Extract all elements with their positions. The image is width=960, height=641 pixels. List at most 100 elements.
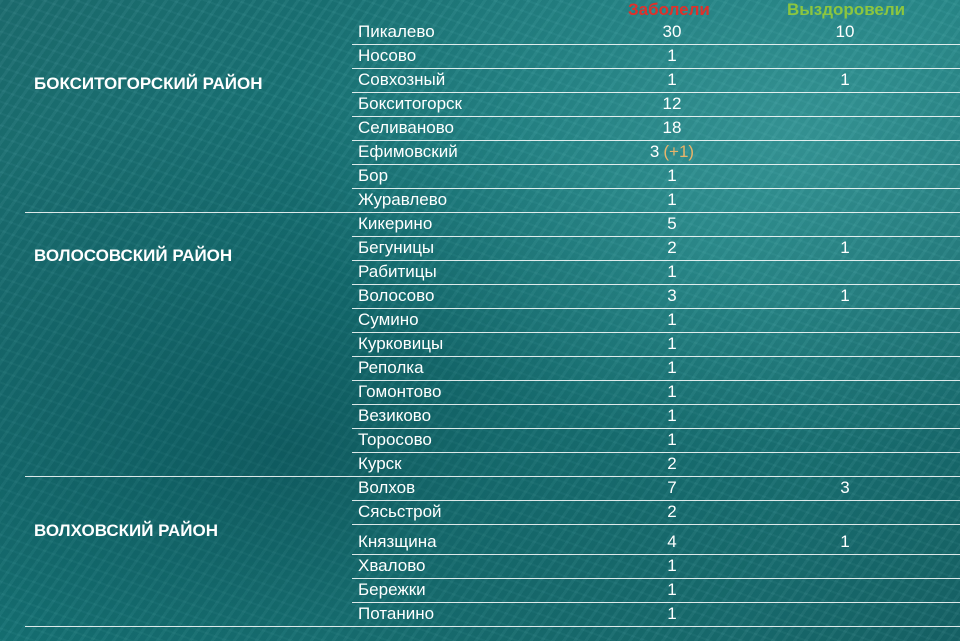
settlement-name: Потанино xyxy=(358,604,435,623)
sick-count-cell: 1 xyxy=(624,262,720,282)
row-separator xyxy=(352,356,960,357)
sick-count: 1 xyxy=(667,310,677,329)
sick-count: 2 xyxy=(667,454,677,473)
settlement-name: Сумино xyxy=(358,310,419,329)
district-separator xyxy=(25,626,960,627)
row-separator xyxy=(352,578,960,579)
sick-count-cell: 1 xyxy=(624,334,720,354)
table-row: Волосово 3 1 xyxy=(352,284,960,308)
settlement-name: Волосово xyxy=(358,286,435,305)
sick-count: 1 xyxy=(667,604,677,623)
sick-count-cell: 1 xyxy=(624,382,720,402)
sick-count: 1 xyxy=(667,556,677,575)
row-separator xyxy=(352,92,960,93)
row-separator xyxy=(352,524,960,525)
district-name: ВОЛОСОВСКИЙ РАЙОН xyxy=(34,246,233,265)
settlement-name: Бережки xyxy=(358,580,426,599)
sick-count-cell: 1 xyxy=(624,166,720,186)
district-name: ВОЛХОВСКИЙ РАЙОН xyxy=(34,521,218,540)
sick-count-cell: 1 xyxy=(624,358,720,378)
row-separator xyxy=(352,116,960,117)
table-row: Сясьстрой 2 xyxy=(352,500,960,524)
row-separator xyxy=(352,554,960,555)
row-separator xyxy=(352,500,960,501)
table-row: Журавлево 1 xyxy=(352,188,960,212)
sick-count: 3 xyxy=(667,286,677,305)
settlement-name: Кикерино xyxy=(358,214,433,233)
row-separator xyxy=(352,284,960,285)
settlement-name: Бокситогорск xyxy=(358,94,462,113)
settlement-name: Бегуницы xyxy=(358,238,435,257)
sick-count: 1 xyxy=(667,70,677,89)
row-separator xyxy=(352,68,960,69)
table-row: Сумино 1 xyxy=(352,308,960,332)
table-row: Хвалово 1 xyxy=(352,554,960,578)
table-row: Торосово 1 xyxy=(352,428,960,452)
sick-count: 3 xyxy=(649,142,660,161)
row-separator xyxy=(352,188,960,189)
row-separator xyxy=(352,602,960,603)
table-row: Ефимовский 3 (+1) xyxy=(352,140,960,164)
sick-count-cell: 4 xyxy=(624,532,720,552)
table-row: Совхозный 1 1 xyxy=(352,68,960,92)
row-separator xyxy=(352,428,960,429)
settlement-name: Рабитицы xyxy=(358,262,437,281)
table-row: Реполка 1 xyxy=(352,356,960,380)
row-separator xyxy=(352,452,960,453)
sick-count: 1 xyxy=(667,430,677,449)
sick-count: 4 xyxy=(667,532,677,551)
table-row: Селиваново 18 xyxy=(352,116,960,140)
sick-count-cell: 1 xyxy=(624,430,720,450)
sick-count-cell: 1 xyxy=(624,580,720,600)
row-separator xyxy=(352,236,960,237)
settlement-name: Торосово xyxy=(358,430,432,449)
sick-count-cell: 1 xyxy=(624,556,720,576)
recovered-count: 1 xyxy=(840,70,850,89)
sick-count-cell: 18 xyxy=(624,118,720,138)
settlement-name: Пикалево xyxy=(358,22,435,41)
row-separator xyxy=(352,308,960,309)
column-header-recovered: Выздоровели xyxy=(787,0,906,19)
sick-count-cell: 1 xyxy=(624,604,720,624)
sick-count-cell: 5 xyxy=(624,214,720,234)
sick-count-cell: 1 xyxy=(624,406,720,426)
settlement-name: Волхов xyxy=(358,478,416,497)
settlement-name: Князщина xyxy=(358,532,437,551)
sick-count: 1 xyxy=(667,382,677,401)
settlement-name: Селиваново xyxy=(358,118,455,137)
settlement-name: Реполка xyxy=(358,358,424,377)
table-row: Гомонтово 1 xyxy=(352,380,960,404)
table-row: Рабитицы 1 xyxy=(352,260,960,284)
table-row: Носово 1 xyxy=(352,44,960,68)
sick-count-cell: 1 xyxy=(624,46,720,66)
row-separator xyxy=(352,380,960,381)
sick-count-cell: 30 xyxy=(624,22,720,42)
row-separator xyxy=(352,404,960,405)
settlement-name: Журавлево xyxy=(358,190,448,209)
row-separator xyxy=(352,260,960,261)
sick-count-cell: 3 (+1) xyxy=(624,142,720,162)
sick-count-cell: 3 xyxy=(624,286,720,306)
settlement-name: Носово xyxy=(358,46,417,65)
sick-count: 18 xyxy=(662,118,682,137)
sick-count-cell: 12 xyxy=(624,94,720,114)
recovered-count: 1 xyxy=(840,238,850,257)
sick-count: 1 xyxy=(667,406,677,425)
sick-count-cell: 1 xyxy=(624,70,720,90)
sick-count-cell: 1 xyxy=(624,310,720,330)
recovered-count: 1 xyxy=(840,532,850,551)
sick-count: 1 xyxy=(667,580,677,599)
sick-count: 1 xyxy=(667,190,677,209)
sick-count: 1 xyxy=(667,166,677,185)
recovered-count: 1 xyxy=(840,286,850,305)
row-separator xyxy=(352,164,960,165)
settlement-name: Гомонтово xyxy=(358,382,442,401)
settlement-name: Курск xyxy=(358,454,402,473)
row-separator xyxy=(352,44,960,45)
sick-count-cell: 2 xyxy=(624,454,720,474)
table-row: Бегуницы 2 1 xyxy=(352,236,960,260)
sick-count-cell: 7 xyxy=(624,478,720,498)
sick-count: 30 xyxy=(662,22,682,41)
district-separator xyxy=(25,212,960,213)
table-row: Бережки 1 xyxy=(352,578,960,602)
